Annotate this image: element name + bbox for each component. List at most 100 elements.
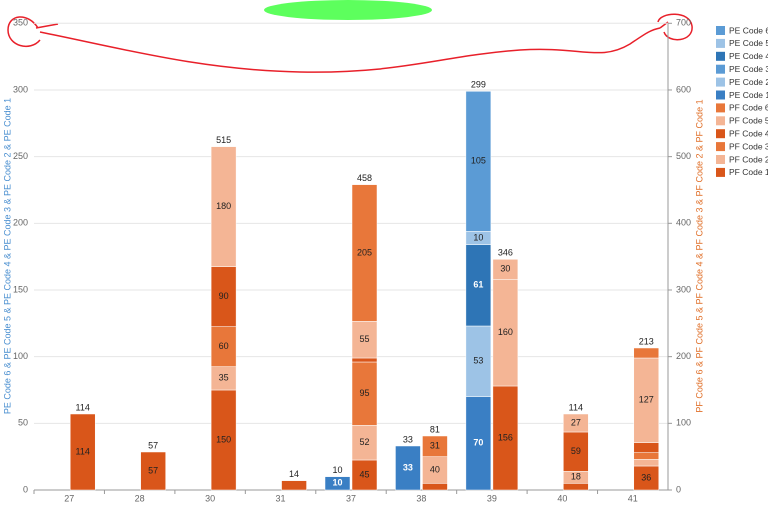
bar-label: 70: [473, 438, 483, 448]
y-tick-label: 350: [13, 18, 28, 28]
bar-label: 160: [498, 327, 513, 337]
bar-segment: [69, 413, 96, 491]
total-label: 10: [332, 465, 342, 475]
legend-swatch: [716, 155, 725, 164]
bar-segment: [351, 361, 378, 426]
x-tick-label: 40: [557, 493, 567, 503]
bar-segment: [351, 357, 378, 363]
total-label: 213: [639, 336, 654, 346]
total-label: 57: [148, 440, 158, 450]
legend-label: PF Code 4: [729, 128, 768, 138]
y2-tick-label: 300: [676, 284, 691, 294]
red-annotation: [7, 13, 693, 73]
legend-swatch: [716, 167, 725, 177]
y2-tick-label: 400: [676, 218, 691, 228]
total-label: 515: [216, 135, 231, 145]
bar-segment: [324, 476, 351, 491]
legend-label: PF Code 2: [729, 154, 768, 164]
x-tick-label: 30: [205, 493, 215, 503]
bar-segment: [563, 483, 589, 491]
y-tick-label: 0: [23, 484, 28, 494]
bar-segment: [563, 431, 589, 472]
bar-label: 10: [332, 478, 342, 488]
y-tick-label: 150: [13, 284, 28, 294]
x-tick-label: 39: [487, 493, 497, 503]
y2-tick-label: 700: [676, 18, 691, 28]
legend-swatch: [716, 26, 725, 35]
bar-label: 45: [359, 469, 369, 479]
y-tick-label: 200: [13, 218, 28, 228]
bar-label: 90: [219, 291, 229, 301]
bar-segment: [492, 259, 519, 280]
total-label: 346: [498, 248, 513, 258]
legend-label: PE Code 1: [729, 90, 768, 100]
bar-label: 114: [76, 446, 90, 456]
legend-label: PE Code 5: [729, 38, 768, 48]
legend-label: PE Code 6: [729, 25, 768, 35]
bar-segment: [395, 445, 421, 491]
x-tick-label: 27: [64, 493, 74, 503]
bar-label: 127: [639, 395, 654, 405]
legend-label: PF Code 6: [729, 103, 768, 113]
bar-segment: [465, 396, 492, 491]
legend-swatch: [716, 103, 725, 113]
bar-label: 35: [219, 373, 229, 383]
bar-segment: [633, 459, 660, 467]
legend-swatch: [716, 116, 725, 126]
bar-label: 205: [357, 247, 372, 257]
bar-label: 59: [571, 446, 581, 456]
legend-label: PE Code 4: [729, 51, 768, 61]
bar-segment: [351, 321, 378, 359]
total-label: 299: [471, 80, 486, 90]
bar-segment: [281, 480, 307, 491]
bar-label: 27: [571, 417, 581, 427]
bar-segment: [210, 326, 237, 367]
legend-label: PF Code 5: [729, 116, 768, 126]
green-highlight: [264, 0, 432, 20]
y2-tick-label: 0: [676, 484, 681, 494]
bar-segment: [422, 435, 448, 457]
legend-swatch: [716, 90, 725, 100]
total-label: 33: [403, 434, 413, 444]
bar-segment: [351, 184, 378, 322]
y-tick-label: 50: [18, 418, 28, 428]
y-tick-label: 100: [13, 351, 28, 361]
bar-segment: [563, 413, 589, 433]
x-tick-label: 38: [416, 493, 426, 503]
bar-segment: [633, 452, 660, 460]
legend-swatch: [716, 38, 725, 48]
bar-label: 40: [430, 464, 440, 474]
bar-segment: [210, 146, 237, 267]
bar-label: 52: [359, 437, 369, 447]
y2-tick-label: 200: [676, 351, 691, 361]
legend-swatch: [716, 77, 725, 87]
bar-label: 10: [473, 232, 483, 242]
y2-axis-title: PF Code 6 & PF Code 5 & PF Code 4 & PF C…: [694, 99, 704, 412]
total-label: 81: [430, 424, 440, 434]
bar-label: 53: [473, 356, 483, 366]
bar-segment: [210, 389, 237, 491]
bar-label: 61: [473, 280, 483, 290]
bar-label: 156: [498, 432, 513, 442]
total-label: 114: [76, 402, 90, 412]
legend-swatch: [716, 129, 725, 139]
bar-segment: [351, 459, 378, 491]
bar-label: 33: [403, 462, 413, 472]
bar-label: 31: [430, 441, 440, 451]
bar-segment: [492, 279, 519, 387]
y-axis-title: PE Code 6 & PE Code 5 & PE Code 4 & PE C…: [2, 98, 12, 414]
legend-label: PE Code 2: [729, 77, 768, 87]
legend-swatch: [716, 51, 725, 61]
bar-segment: [633, 357, 660, 443]
bar-label: 180: [216, 201, 231, 211]
bar-label: 55: [359, 334, 369, 344]
legend-label: PE Code 3: [729, 64, 768, 74]
x-tick-label: 41: [628, 493, 638, 503]
bar-label: 57: [148, 465, 158, 475]
bar-segment: [633, 465, 660, 491]
legend-label: PF Code 3: [729, 141, 768, 151]
x-tick-label: 37: [346, 493, 356, 503]
total-label: 458: [357, 173, 372, 183]
y-tick-label: 300: [13, 84, 28, 94]
